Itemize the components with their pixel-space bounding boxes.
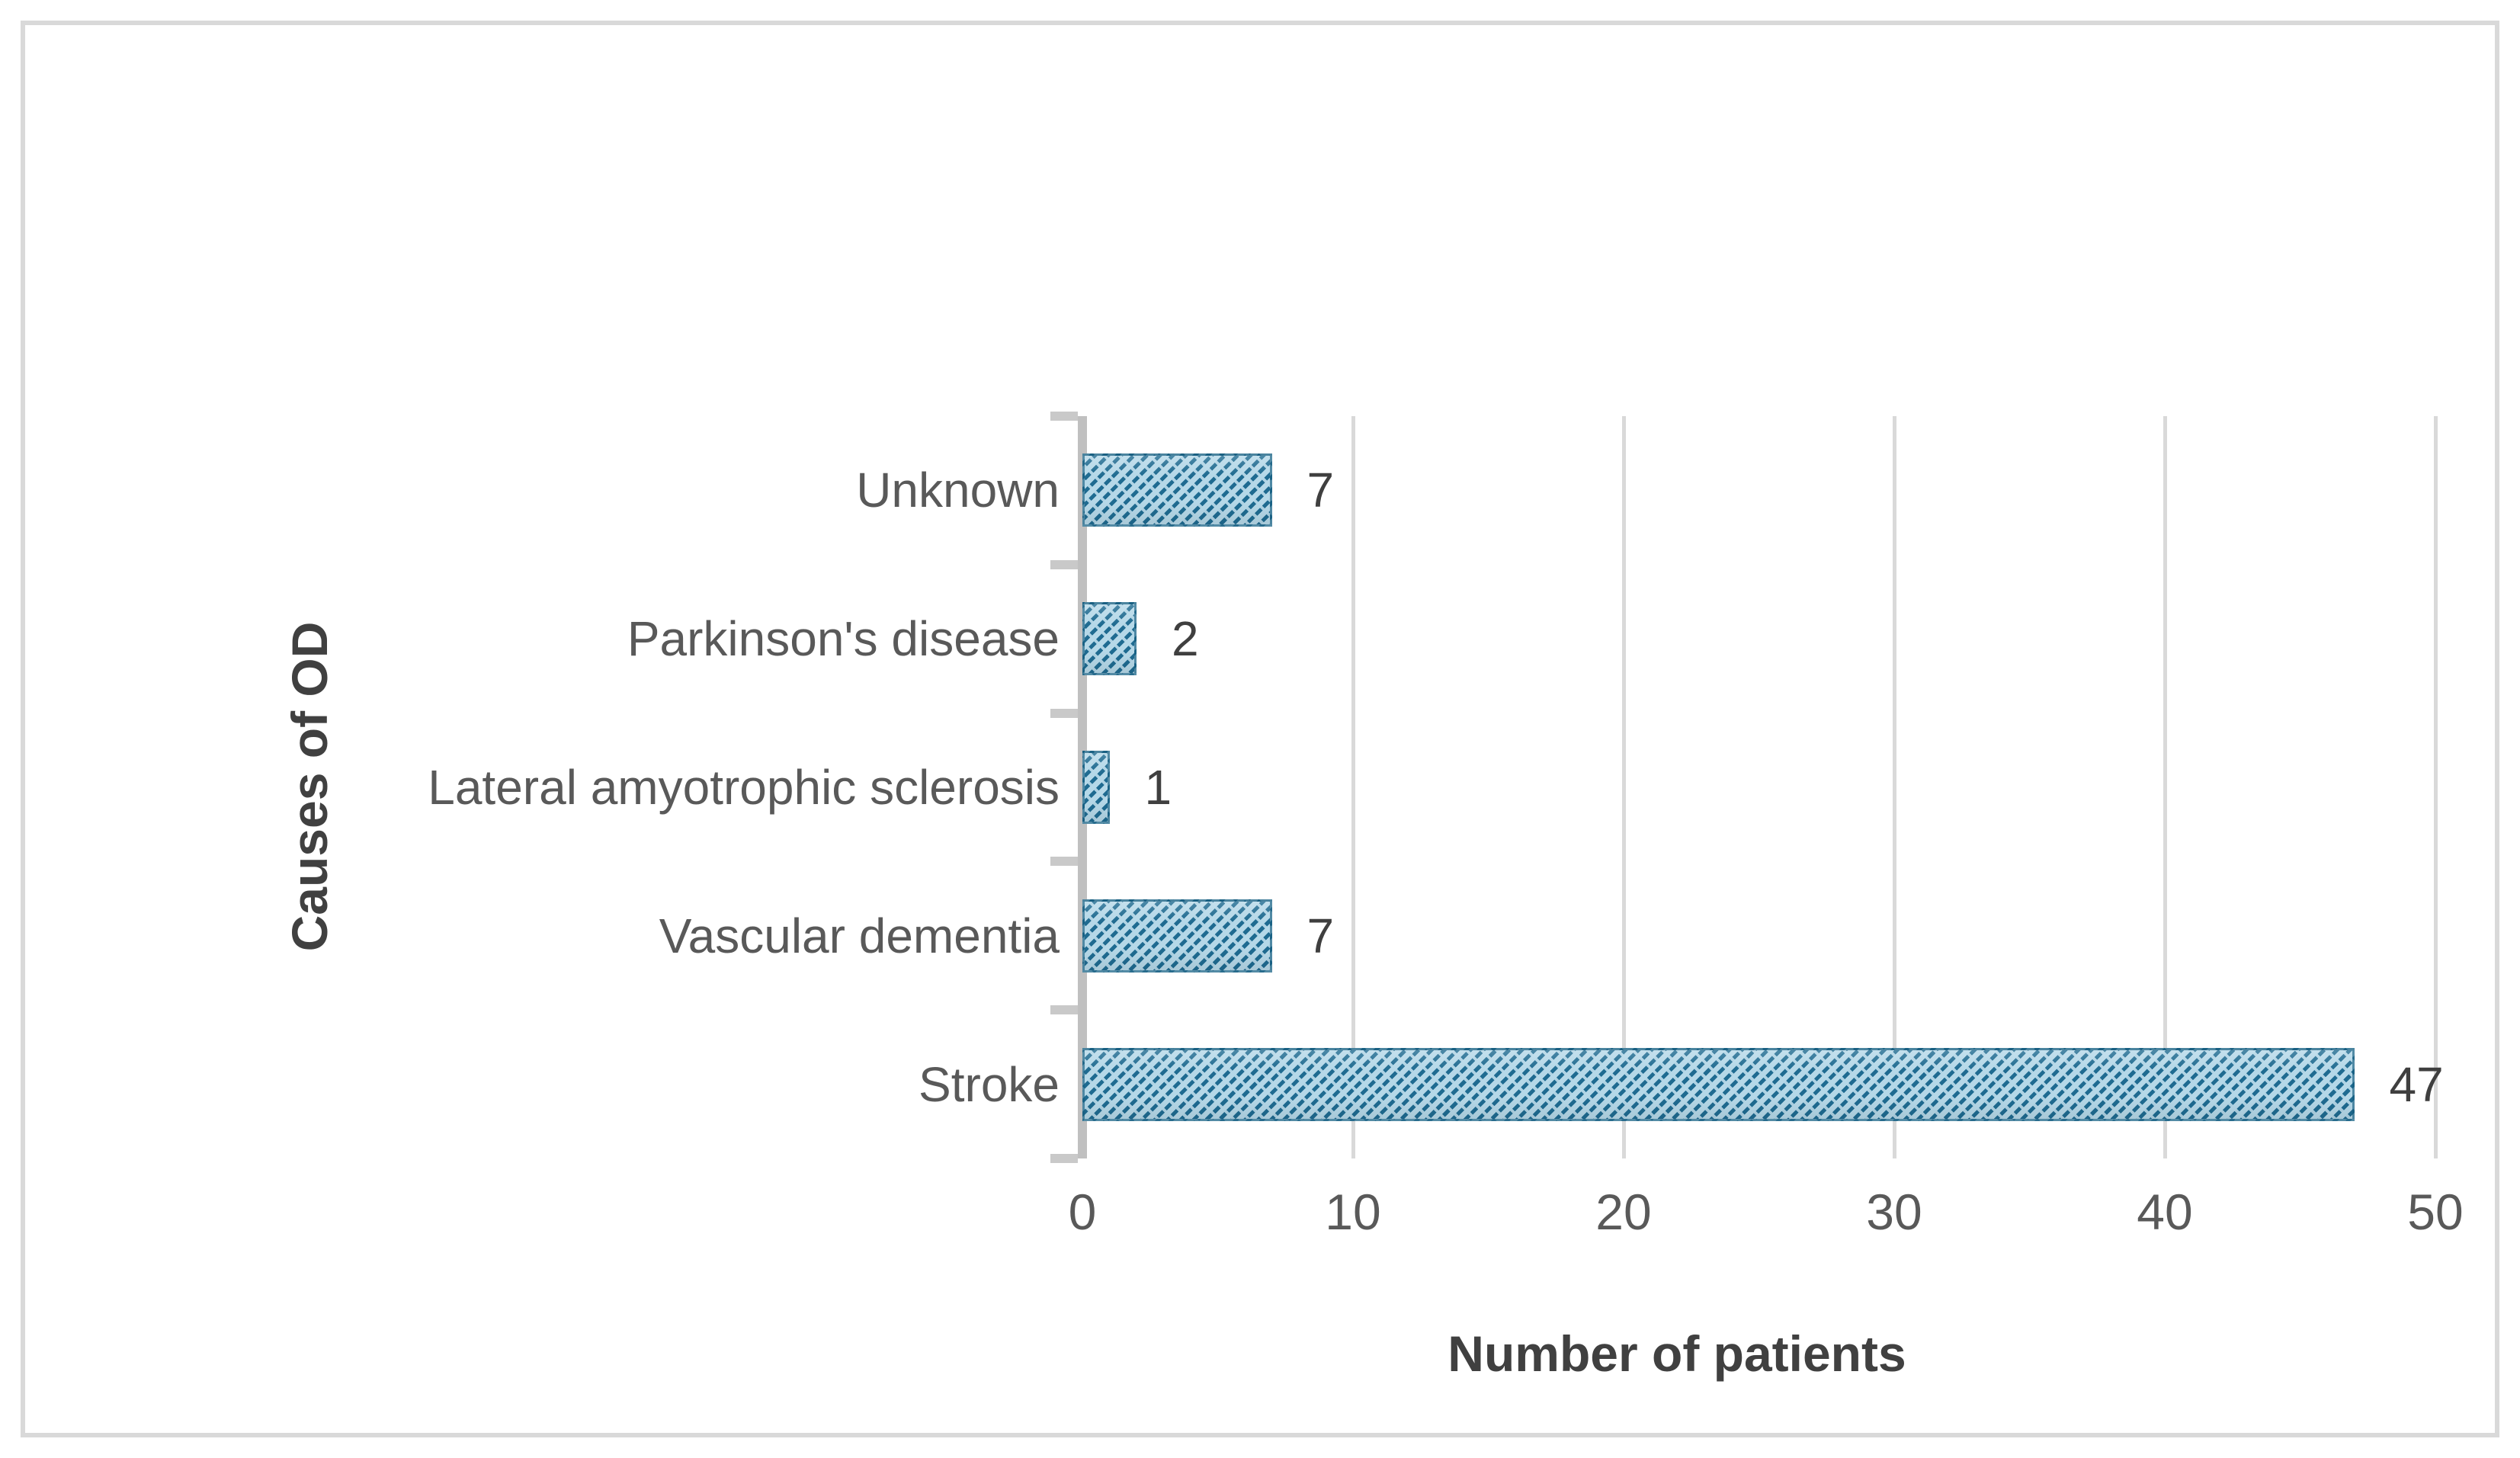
category-label-stroke: Stroke [919,1056,1060,1112]
x-tick-label-50: 50 [2407,1184,2464,1240]
category-axis-tick [1050,1154,1078,1163]
gridline-40 [2163,416,2167,1158]
category-axis-tick [1050,857,1078,867]
chart-frame-border [21,21,2499,1437]
plot-area [1050,412,2438,1163]
bar-parkinson-s-disease [1082,602,1137,676]
gridline-10 [1351,416,1355,1158]
x-tick-label-40: 40 [2137,1184,2193,1240]
x-tick-label-10: 10 [1325,1184,1381,1240]
category-axis-tick [1050,559,1078,569]
x-axis-title: Number of patients [1448,1325,1906,1382]
category-axis-tick [1050,708,1078,718]
gridline-20 [1621,416,1626,1158]
x-tick-label-0: 0 [1068,1184,1097,1240]
y-axis-title: Causes of OD [281,621,338,952]
value-label-vascular-dementia: 7 [1306,908,1335,963]
x-tick-label-20: 20 [1595,1184,1652,1240]
bar-stroke [1082,1047,2355,1121]
category-label-vascular-dementia: Vascular dementia [659,908,1060,963]
category-label-parkinson-s-disease: Parkinson's disease [627,611,1060,667]
bar-lateral-amyotrophic-sclerosis [1082,751,1110,824]
x-tick-label-30: 30 [1866,1184,1922,1240]
category-axis-tick [1050,412,1078,421]
value-label-parkinson-s-disease: 2 [1172,611,1199,667]
category-label-unknown: Unknown [856,463,1060,518]
category-axis-tick [1050,1005,1078,1015]
bar-vascular-dementia [1082,899,1272,973]
gridline-30 [1892,416,1896,1158]
gridline-50 [2433,416,2438,1158]
value-label-lateral-amyotrophic-sclerosis: 1 [1144,760,1172,815]
category-label-lateral-amyotrophic-sclerosis: Lateral amyotrophic sclerosis [428,760,1060,815]
bar-unknown [1082,453,1272,527]
value-label-stroke: 47 [2389,1056,2444,1112]
value-label-unknown: 7 [1306,463,1335,518]
